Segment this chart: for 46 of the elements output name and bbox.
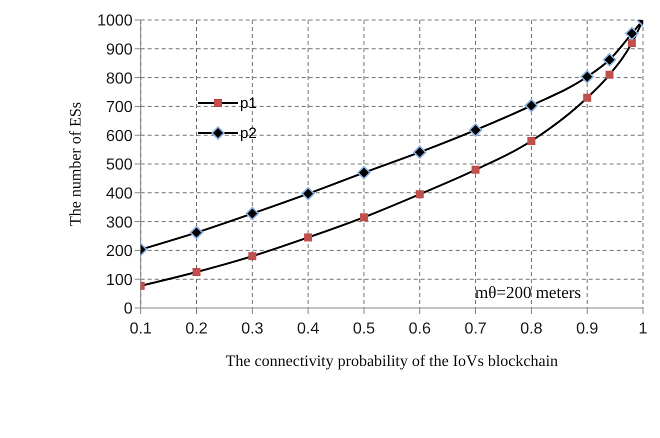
point (248, 252, 256, 260)
point (301, 186, 315, 200)
legend-label: p2 (240, 124, 257, 142)
point (606, 70, 614, 79)
point (524, 98, 538, 112)
point (246, 206, 260, 220)
point (580, 70, 594, 84)
point (472, 166, 480, 174)
y-tick-label: 400 (106, 185, 133, 202)
point (360, 213, 368, 222)
y-tick-label: 700 (106, 99, 133, 116)
x-tick-label: 0.6 (408, 320, 431, 338)
legend-label: p1 (240, 94, 257, 112)
point (583, 94, 592, 102)
point (416, 190, 424, 198)
point (192, 268, 200, 276)
y-tick-label: 0 (124, 300, 133, 318)
annotation: mθ=200 meters (475, 283, 582, 302)
y-tick-label: 300 (106, 214, 133, 232)
x-tick-label: 0.1 (130, 320, 152, 338)
x-tick-label: 0.5 (352, 320, 376, 338)
x-tick-label: 0.4 (297, 320, 320, 338)
point (468, 123, 482, 137)
y-axis-title: The number of ESs (67, 102, 84, 226)
x-tick-label: 0.8 (520, 320, 543, 338)
point (304, 233, 312, 242)
point (357, 166, 371, 180)
x-tick-label: 0.2 (185, 320, 208, 338)
point (413, 145, 426, 159)
point (628, 39, 636, 48)
y-tick-label: 200 (106, 243, 133, 260)
point (602, 52, 616, 66)
x-tick-label: 1 (638, 320, 648, 338)
y-tick-label: 800 (106, 70, 133, 88)
y-tick-label: 100 (106, 272, 133, 289)
x-axis-title: The connectivity probability of the IoVs blockchain (226, 353, 558, 370)
y-tick-label: 1000 (97, 12, 133, 30)
point (527, 136, 536, 145)
x-tick-label: 0.3 (241, 320, 264, 338)
point (190, 226, 204, 240)
point (625, 26, 639, 40)
y-tick-label: 500 (106, 156, 133, 174)
x-tick-label: 0.9 (576, 320, 598, 338)
y-tick-label: 900 (106, 41, 133, 58)
x-tick-label: 0.7 (464, 320, 487, 338)
y-tick-label: 600 (106, 128, 133, 145)
